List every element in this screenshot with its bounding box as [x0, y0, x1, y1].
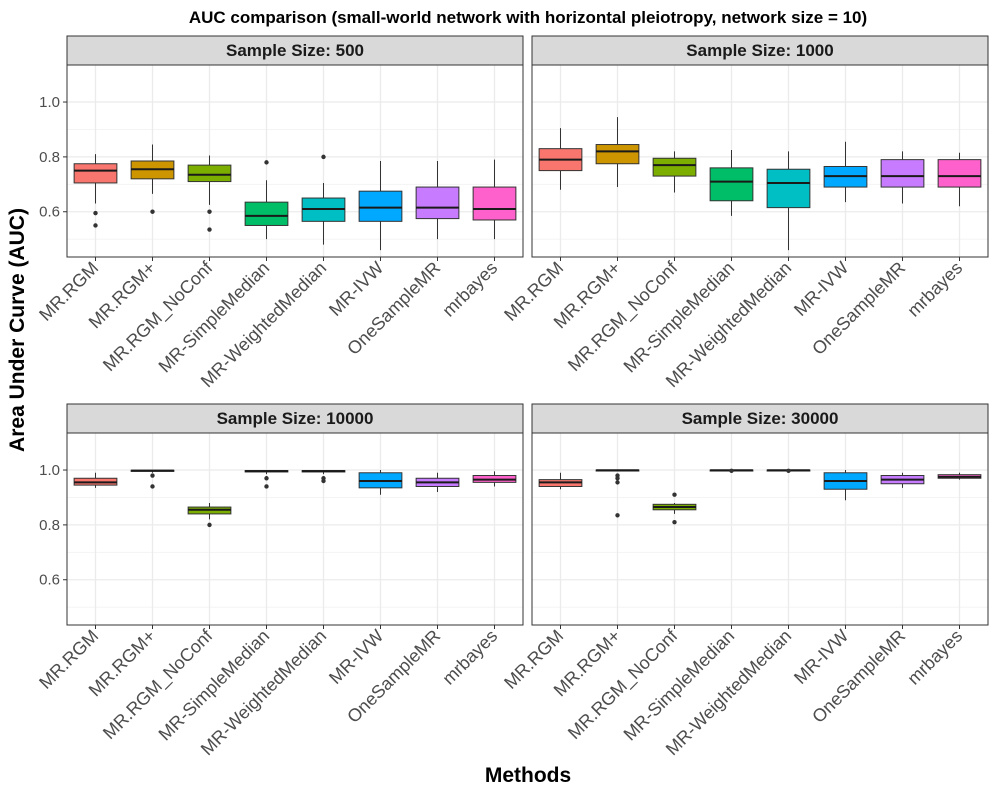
box-mr-rgm-	[595, 469, 640, 518]
box-body	[415, 186, 460, 220]
outlier-point	[615, 480, 620, 485]
box-body	[937, 159, 982, 188]
outlier-point	[93, 223, 98, 228]
facet-strip-label: Sample Size: 30000	[682, 409, 839, 428]
facet-strip	[531, 403, 989, 434]
box-mr-rgm	[538, 472, 583, 490]
facet-strip-label: Sample Size: 1000	[686, 41, 833, 60]
box-mr-weightedmedian	[766, 151, 811, 251]
box-onesamplemr	[415, 161, 460, 240]
box-mr-rgm	[73, 472, 118, 488]
facet-panel: Sample Size: 5000.60.81.0MR.RGMMR.RGM+MR…	[35, 35, 524, 391]
box-mrbayes	[937, 472, 982, 480]
box-mrbayes	[937, 152, 982, 207]
box-body	[358, 190, 403, 222]
x-tick-label: mrbayes	[903, 626, 966, 689]
box-body	[652, 157, 697, 177]
outlier-point	[264, 484, 269, 489]
box-onesamplemr	[880, 472, 925, 488]
outlier-point	[93, 210, 98, 216]
box-mrbayes	[472, 159, 517, 240]
box-body	[595, 144, 640, 165]
y-tick-label: 1.0	[39, 94, 60, 111]
outlier-point	[321, 154, 326, 160]
facet-panel: Sample Size: 30000MR.RGMMR.RGM+MR.RGM_No…	[500, 403, 989, 759]
panel-border	[66, 432, 524, 626]
y-tick-label: 0.6	[39, 572, 60, 589]
y-tick-label: 0.6	[39, 204, 60, 221]
box-body	[880, 159, 925, 188]
outlier-point	[729, 468, 734, 474]
facet-panels: Sample Size: 5000.60.81.0MR.RGMMR.RGM+MR…	[35, 35, 989, 759]
box-mr-rgm-	[595, 117, 640, 188]
y-axis-title: Area Under Curve (AUC)	[6, 208, 29, 452]
y-tick-label: 0.8	[39, 149, 60, 166]
box-onesamplemr	[880, 151, 925, 204]
box-body	[766, 168, 811, 209]
facet-strip	[66, 35, 524, 66]
box-body	[709, 167, 754, 202]
facet-panel: Sample Size: 100000.60.81.0MR.RGMMR.RGM+…	[35, 403, 524, 759]
x-tick-label: mrbayes	[438, 626, 501, 689]
panel-border	[531, 432, 989, 626]
facet-strip	[66, 403, 524, 434]
box-body	[187, 164, 232, 183]
box-mr-ivw	[823, 470, 868, 501]
x-tick-label: mrbayes	[903, 258, 966, 321]
plot-area	[67, 433, 523, 625]
x-axis-title: Methods	[485, 764, 571, 787]
box-mr-ivw	[358, 470, 403, 495]
outlier-point	[150, 473, 155, 478]
box-mr-simplemedian	[709, 468, 754, 474]
box-onesamplemr	[415, 472, 460, 492]
box-body	[244, 201, 289, 226]
box-body	[472, 186, 517, 221]
facet-strip-label: Sample Size: 500	[226, 41, 364, 60]
box-mrbayes	[472, 471, 517, 487]
box-mr-rgm-noconf	[652, 492, 697, 525]
outlier-point	[150, 484, 155, 489]
box-mr-ivw	[823, 141, 868, 203]
outlier-point	[207, 522, 212, 528]
outlier-point	[615, 476, 620, 481]
box-mr-rgm-noconf	[187, 155, 232, 232]
outlier-point	[672, 519, 677, 525]
panel-border	[531, 64, 989, 258]
outlier-point	[672, 492, 677, 497]
box-mr-simplemedian	[244, 160, 289, 240]
box-mr-simplemedian	[244, 470, 289, 489]
outlier-point	[207, 209, 212, 214]
facet-strip-label: Sample Size: 10000	[217, 409, 374, 428]
box-mr-ivw	[358, 161, 403, 251]
outlier-point	[264, 476, 269, 481]
box-mr-weightedmedian	[766, 468, 811, 474]
box-mr-simplemedian	[709, 150, 754, 216]
box-mr-rgm	[73, 154, 118, 228]
outlier-point	[150, 209, 155, 214]
outlier-point	[264, 160, 269, 165]
box-body	[73, 163, 118, 184]
outlier-point	[321, 478, 326, 484]
y-tick-label: 0.8	[39, 517, 60, 534]
box-mr-rgm-noconf	[652, 151, 697, 193]
box-mr-weightedmedian	[301, 470, 346, 484]
box-mr-rgm	[538, 128, 583, 190]
box-mr-rgm-noconf	[187, 502, 232, 528]
box-mr-rgm-	[130, 144, 175, 214]
x-tick-label: mrbayes	[438, 258, 501, 321]
plot-area	[532, 433, 988, 625]
panel-border	[66, 64, 524, 258]
y-tick-label: 1.0	[39, 462, 60, 479]
box-mr-weightedmedian	[301, 154, 346, 245]
facet-panel: Sample Size: 1000MR.RGMMR.RGM+MR.RGM_NoC…	[500, 35, 989, 391]
outlier-point	[786, 468, 791, 474]
outlier-point	[207, 227, 212, 232]
outlier-point	[615, 513, 620, 518]
box-mr-rgm-	[130, 469, 175, 489]
chart-title: AUC comparison (small-world network with…	[189, 8, 867, 27]
